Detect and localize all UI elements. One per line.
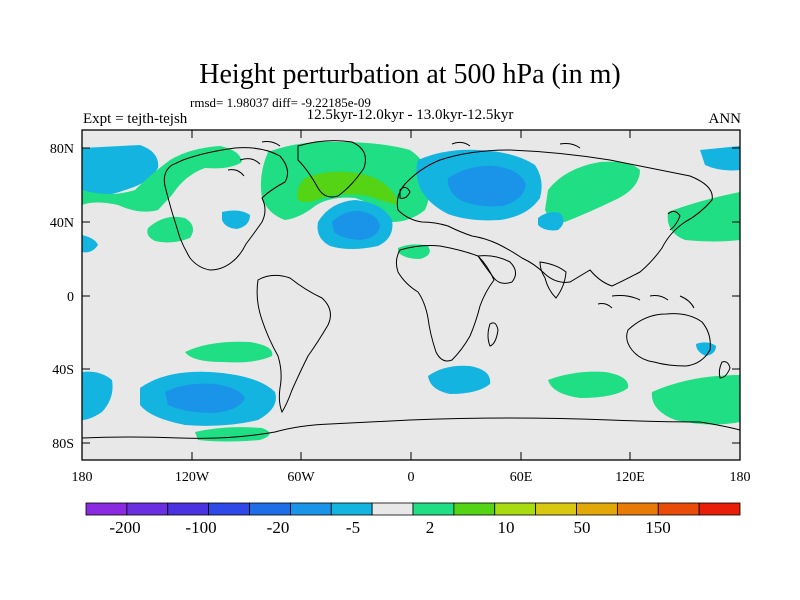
colorbar-label: -5 [346,518,360,537]
contour-pos-north-pacific-east [667,192,740,242]
colorbar-swatch [535,502,577,516]
contour-pos-south-pacific-west [185,341,273,363]
coast-greenland [297,140,366,198]
colorbar-label: 50 [574,518,591,537]
lat-tick-label: 40N [50,216,74,231]
contour-pos-indian-ocean [548,371,629,398]
contour-neg-east-asia [538,212,564,231]
colorbar [85,502,741,516]
map-panel: 80N 40N 0 40S 80S 180 120W 60W 0 60E 120… [50,129,751,485]
lat-tick-label: 0 [67,290,74,305]
colorbar-swatch [167,502,210,516]
colorbar-swatch [85,502,128,516]
plot-title: Height perturbation at 500 hPa (in m) [199,59,620,90]
lat-tick-labels: 80N 40N 0 40S 80S [50,142,74,452]
coast-new-zealand [718,361,731,379]
contour-neg-south-atlantic [428,365,491,394]
lon-axis [81,130,741,460]
contour-pos-south-pacific-east [651,375,740,425]
coast-uk [399,186,411,199]
colorbar-swatch [289,502,332,516]
lon-tick-label: 60E [510,470,533,485]
colorbar-swatch [330,502,373,516]
coast-antarctica [81,417,741,439]
coast-south-america [256,274,331,414]
colorbar-label: -100 [185,518,216,537]
coast-madagascar [487,322,499,347]
coast-africa [395,245,495,362]
contour-fills [82,141,740,442]
colorbar-swatch [453,502,496,516]
coast-india [539,261,567,299]
contour-pos-north-america [82,146,242,212]
contour-neg-south-pacific-core [165,383,245,413]
coast-se-asia-islands [597,295,695,309]
contour-pos-east-pacific [147,216,194,243]
experiment-label: Expt = tejth-tejsh [83,111,188,127]
coast-eurasia [396,149,713,287]
coast-arabia [477,255,516,284]
stats-label: rmsd= 1.98037 diff= -9.22185e-09 [190,95,371,110]
lat-tick-label: 80S [52,437,74,452]
contour-neg-south-australia [696,342,716,356]
colorbar-label: 10 [498,518,515,537]
contour-neg-eurasia-core [447,165,526,207]
colorbar-label: -20 [267,518,290,537]
contour-neg-date-line [700,146,740,171]
colorbar-swatch [616,502,659,516]
colorbar-swatch [576,502,618,516]
lon-tick-label: 120E [615,470,645,485]
colorbar-swatch [371,502,414,516]
lat-tick-label: 40S [52,363,74,378]
contour-neg-wpac [82,235,98,253]
colorbar-swatch [249,502,291,516]
colorbar-swatch [494,502,537,516]
period-label: 12.5kyr-12.0kyr - 13.0kyr-12.5kyr [307,107,514,123]
colorbar-label: 150 [645,518,671,537]
contour-neg-north-pacific [82,145,159,195]
lon-tick-label: 120W [175,470,210,485]
colorbar-label: -200 [109,518,140,537]
colorbar-swatch [412,502,455,516]
colorbar-labels: -200 -100 -20 -5 2 10 50 150 [109,518,670,537]
coastlines [81,140,741,439]
contour-pos-siberia [545,161,640,222]
lon-tick-label: 180 [72,470,93,485]
lon-tick-label: 180 [730,470,751,485]
lat-tick-label: 80N [50,142,74,157]
lon-tick-label: 60W [287,470,315,485]
season-label: ANN [709,111,742,127]
lon-tick-label: 0 [408,470,415,485]
contour-neg-mid-atlantic-core [332,210,380,240]
coast-australia [626,313,711,367]
coast-arctic-islands [227,141,581,177]
colorbar-swatch [698,502,741,516]
colorbar-label: 2 [426,518,435,537]
lon-tick-labels: 180 120W 60W 0 60E 120E 180 [72,470,751,485]
lat-axis [82,147,740,444]
colorbar-swatch [208,502,250,516]
colorbar-swatch [657,502,700,516]
coast-japan [667,210,681,231]
contour-neg-nepac [222,210,250,229]
contour-neg-south-east-pacific [82,371,113,420]
coast-north-america [163,147,289,271]
colorbar-swatch [126,502,169,516]
